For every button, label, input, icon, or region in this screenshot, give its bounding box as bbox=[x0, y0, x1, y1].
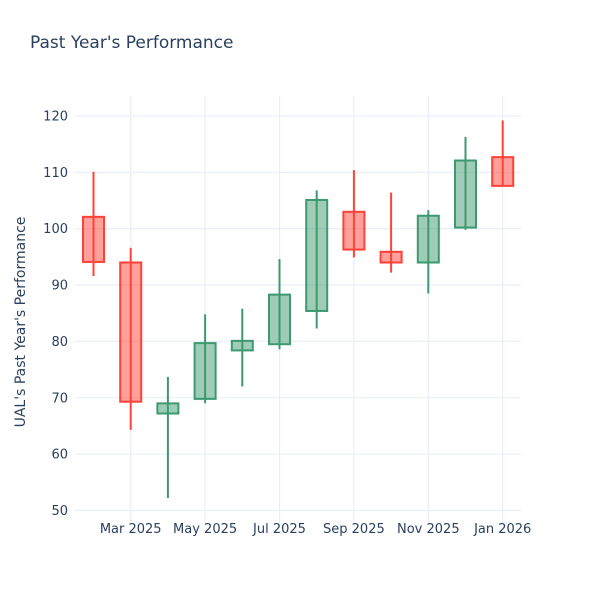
candle-jul-2025[interactable] bbox=[268, 259, 291, 350]
x-tick-label-nov-2025: Nov 2025 bbox=[397, 522, 460, 537]
y-tick-label-50: 50 bbox=[51, 504, 68, 519]
candle-body bbox=[268, 293, 291, 346]
candle-body bbox=[491, 156, 515, 187]
y-tick-label-70: 70 bbox=[51, 391, 68, 406]
candle-body bbox=[193, 342, 217, 400]
x-tick-label-mar-2025: Mar 2025 bbox=[100, 522, 162, 537]
candle-body bbox=[454, 159, 477, 229]
candle-feb-2025[interactable] bbox=[82, 171, 105, 277]
y-axis-tick-labels: 50 60 70 80 90 100 110 120 bbox=[43, 110, 68, 519]
candle-body bbox=[156, 402, 180, 415]
candle-mar-2025[interactable] bbox=[119, 247, 143, 430]
candle-body bbox=[82, 215, 105, 263]
candles bbox=[82, 120, 515, 499]
y-tick-label-90: 90 bbox=[51, 279, 68, 294]
candle-apr-2025[interactable] bbox=[156, 376, 180, 499]
candle-sep-2025[interactable] bbox=[342, 170, 366, 258]
candle-body bbox=[230, 339, 254, 352]
y-tick-label-100: 100 bbox=[43, 222, 68, 237]
x-tick-label-jan-2026: Jan 2026 bbox=[473, 522, 531, 537]
candle-body bbox=[305, 198, 329, 312]
y-tick-label-80: 80 bbox=[51, 335, 68, 350]
x-tick-label-sep-2025: Sep 2025 bbox=[323, 522, 385, 537]
candle-oct-2025[interactable] bbox=[379, 192, 403, 273]
candle-dec-2025[interactable] bbox=[454, 136, 477, 230]
x-tick-label-jul-2025: Jul 2025 bbox=[252, 522, 306, 537]
y-tick-label-60: 60 bbox=[51, 448, 68, 463]
candle-may-2025[interactable] bbox=[193, 314, 217, 404]
candle-body bbox=[416, 214, 440, 264]
chart-title: Past Year's Performance bbox=[30, 33, 234, 53]
candle-body bbox=[342, 210, 366, 251]
candle-body bbox=[119, 261, 143, 403]
candle-nov-2025[interactable] bbox=[416, 210, 440, 294]
candle-jan-2026[interactable] bbox=[491, 120, 515, 187]
candle-aug-2025[interactable] bbox=[305, 190, 329, 329]
candle-body bbox=[379, 250, 403, 264]
x-axis-tick-labels: Mar 2025 May 2025 Jul 2025 Sep 2025 Nov 2025… bbox=[100, 522, 532, 537]
x-tick-label-may-2025: May 2025 bbox=[173, 522, 237, 537]
candle-jun-2025[interactable] bbox=[230, 308, 254, 387]
y-tick-label-120: 120 bbox=[43, 110, 68, 125]
y-tick-label-110: 110 bbox=[43, 166, 68, 181]
